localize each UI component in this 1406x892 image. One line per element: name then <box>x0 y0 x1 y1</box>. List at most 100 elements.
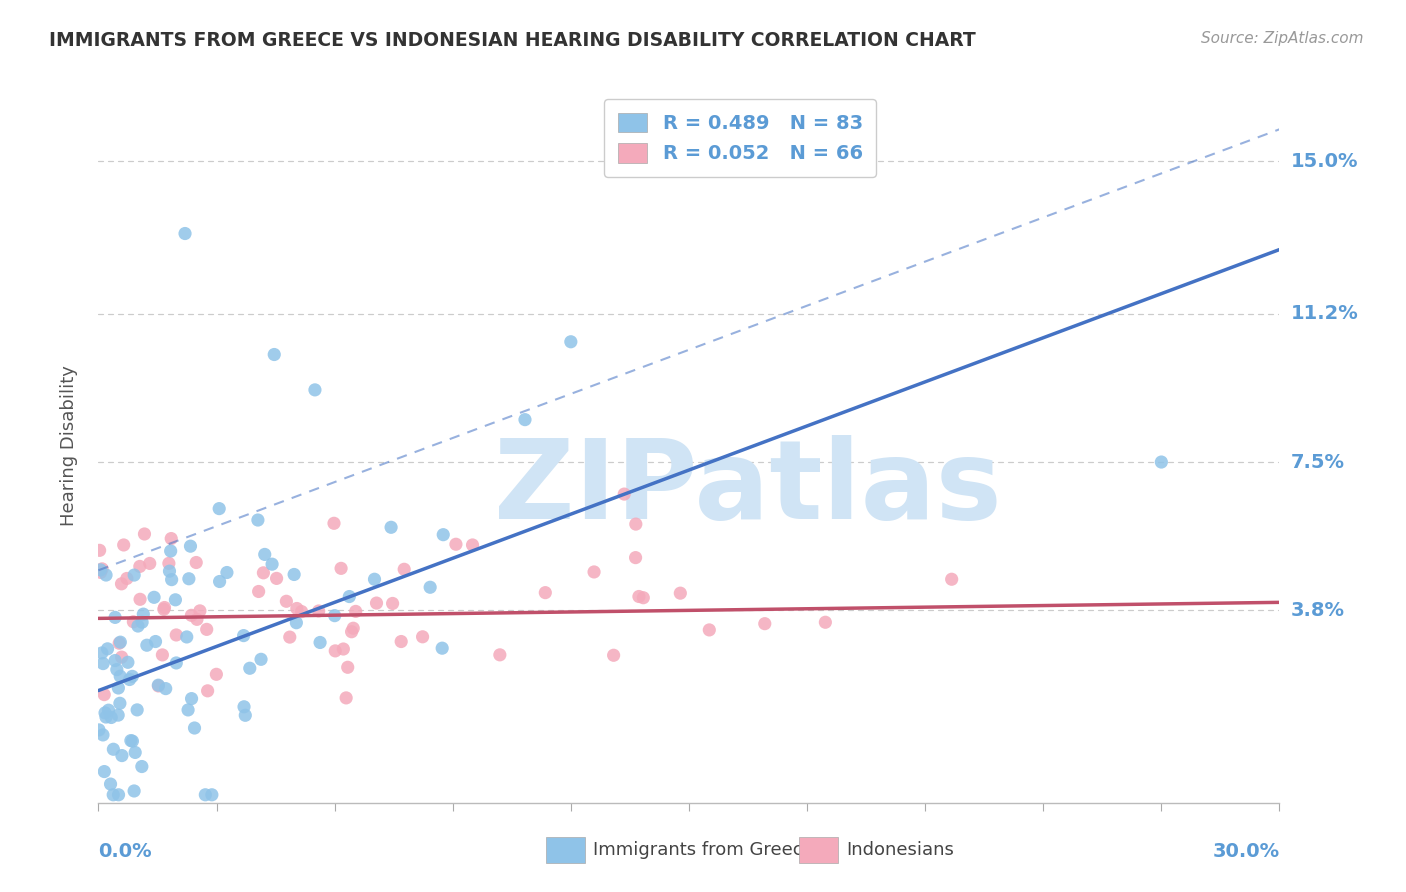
Point <box>754 616 776 631</box>
Point <box>309 635 332 649</box>
Point <box>278 630 301 644</box>
Text: Immigrants from Greece: Immigrants from Greece <box>593 841 814 859</box>
Point <box>89 543 111 558</box>
Point <box>165 592 187 607</box>
Point <box>111 748 134 763</box>
Point <box>613 487 636 501</box>
Point <box>344 604 367 618</box>
Point <box>107 788 129 802</box>
Point <box>118 673 141 687</box>
Point <box>602 648 624 663</box>
Point <box>412 630 434 644</box>
Point <box>336 660 359 674</box>
Point <box>108 636 131 650</box>
Point <box>110 635 132 649</box>
Point <box>176 630 198 644</box>
Point <box>93 688 115 702</box>
Point <box>233 699 256 714</box>
Point <box>94 706 117 720</box>
Point <box>461 538 484 552</box>
Point <box>89 563 111 577</box>
Point <box>489 648 512 662</box>
Point <box>122 568 145 582</box>
Text: 30.0%: 30.0% <box>1212 842 1279 861</box>
Point <box>392 562 415 576</box>
Point <box>108 696 131 710</box>
Point <box>107 708 129 723</box>
Point <box>330 561 353 575</box>
Y-axis label: Hearing Disability: Hearing Disability <box>59 366 77 526</box>
Point <box>96 641 118 656</box>
Point <box>90 566 112 580</box>
Point <box>110 669 132 683</box>
Point <box>186 556 208 570</box>
Point <box>179 539 201 553</box>
Point <box>627 590 650 604</box>
Point <box>250 652 273 666</box>
Point <box>145 634 167 648</box>
Point <box>304 383 326 397</box>
Point <box>335 690 357 705</box>
Point <box>143 591 166 605</box>
Point <box>138 557 160 571</box>
Point <box>135 638 157 652</box>
Point <box>633 591 655 605</box>
Legend: R = 0.489   N = 83, R = 0.052   N = 66: R = 0.489 N = 83, R = 0.052 N = 66 <box>605 99 876 177</box>
Point <box>208 501 231 516</box>
Point <box>380 520 402 534</box>
Point <box>534 585 557 599</box>
Point <box>233 708 256 723</box>
Point <box>262 557 284 571</box>
Point <box>624 517 647 532</box>
Point <box>205 667 228 681</box>
Point <box>160 532 183 546</box>
Point <box>94 710 117 724</box>
Text: 7.5%: 7.5% <box>1291 452 1344 472</box>
Point <box>117 655 139 669</box>
Point <box>87 723 110 737</box>
Point <box>160 573 183 587</box>
Point <box>124 746 146 760</box>
Point <box>104 610 127 624</box>
Point <box>159 564 181 578</box>
Point <box>127 619 149 633</box>
Point <box>337 590 360 604</box>
Point <box>121 669 143 683</box>
Point <box>177 572 200 586</box>
Point <box>669 586 692 600</box>
Point <box>381 597 404 611</box>
Point <box>94 568 117 582</box>
Point <box>208 574 231 589</box>
Point <box>263 347 285 361</box>
Point <box>266 571 288 585</box>
Point <box>153 600 176 615</box>
Point <box>131 615 153 630</box>
Point <box>430 641 453 656</box>
Point <box>159 544 181 558</box>
Point <box>132 607 155 622</box>
Point <box>332 642 354 657</box>
Point <box>513 412 536 426</box>
Point <box>624 550 647 565</box>
Point <box>91 657 114 671</box>
Point <box>128 559 150 574</box>
Point <box>323 608 346 623</box>
Point <box>165 656 187 670</box>
Point <box>155 681 177 696</box>
Point <box>174 227 197 241</box>
Point <box>165 628 187 642</box>
Point <box>285 615 308 630</box>
Text: IMMIGRANTS FROM GREECE VS INDONESIAN HEARING DISABILITY CORRELATION CHART: IMMIGRANTS FROM GREECE VS INDONESIAN HEA… <box>49 31 976 50</box>
Text: 0.0%: 0.0% <box>98 842 152 861</box>
Point <box>246 513 269 527</box>
Point <box>252 566 274 580</box>
Point <box>148 679 170 693</box>
Point <box>121 734 143 748</box>
Point <box>389 634 412 648</box>
Point <box>148 678 170 692</box>
Point <box>363 572 385 586</box>
Point <box>323 516 346 531</box>
Point <box>186 612 208 626</box>
Point <box>107 681 129 695</box>
Point <box>103 788 125 802</box>
